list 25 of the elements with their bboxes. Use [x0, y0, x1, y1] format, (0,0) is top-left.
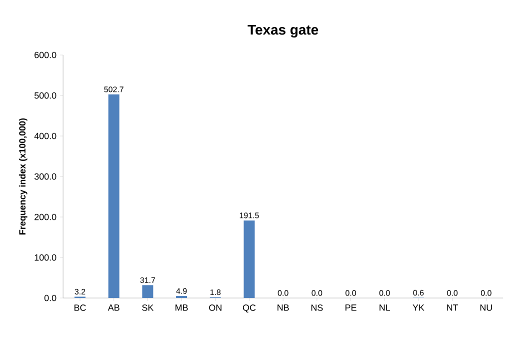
y-tick-label: 400.0: [34, 132, 56, 140]
x-tick-label: BC: [74, 304, 86, 311]
x-tick-label: YK: [412, 304, 424, 311]
x-tick-label: ON: [209, 304, 222, 311]
y-tick-label: 500.0: [34, 92, 56, 99]
bar: [142, 285, 154, 298]
x-tick-label: NB: [278, 304, 289, 311]
x-tick-label: MB: [176, 304, 188, 311]
x-tick-label: NL: [380, 304, 390, 311]
y-tick-label: 300.0: [34, 173, 56, 180]
y-tick-label: 200.0: [34, 214, 56, 220]
x-tick-label: SK: [142, 304, 154, 311]
y-tick-label: 0.0: [44, 294, 56, 302]
y-axis-title: Frequency index (x100,000): [18, 118, 28, 234]
x-tick-label: NS: [311, 304, 323, 311]
x-tick-label: PE: [346, 304, 356, 311]
x-tick-label: AB: [108, 304, 120, 311]
x-tick-label: NU: [480, 304, 492, 311]
bar: [244, 220, 255, 298]
y-tick-label: 600.0: [34, 52, 56, 58]
x-tick-label: QC: [242, 304, 256, 312]
x-tick-label: NT: [447, 304, 458, 311]
y-tick-label: 100.0: [34, 254, 56, 261]
bar: [108, 94, 120, 298]
chart-title: Texas gate: [248, 24, 318, 38]
